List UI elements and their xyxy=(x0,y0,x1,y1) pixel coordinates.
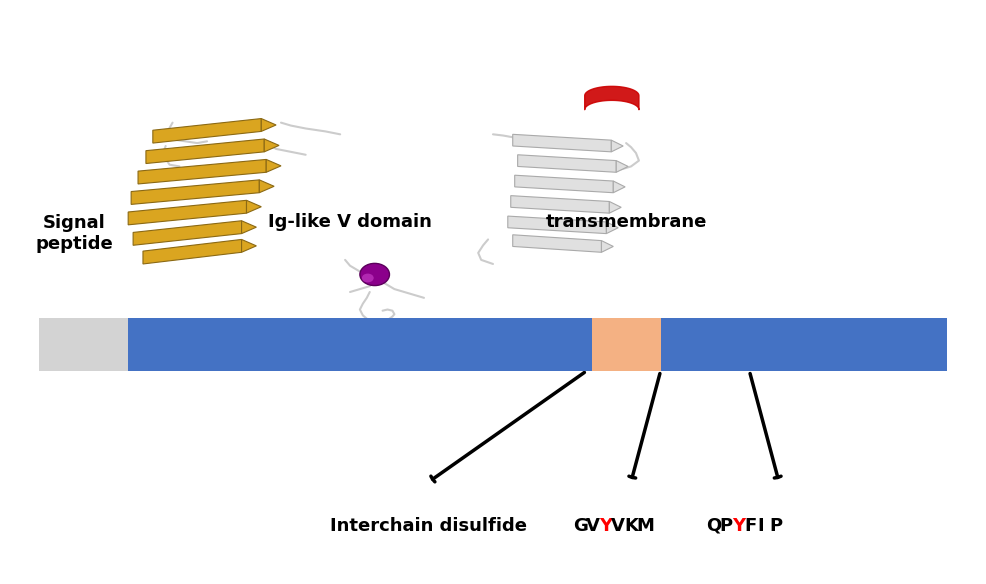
Polygon shape xyxy=(613,181,625,193)
Text: Q: Q xyxy=(707,517,722,534)
Bar xyxy=(128,318,592,371)
Polygon shape xyxy=(246,200,261,213)
Text: K: K xyxy=(624,517,638,534)
Polygon shape xyxy=(138,159,266,184)
Polygon shape xyxy=(128,200,246,225)
Bar xyxy=(592,318,661,371)
Polygon shape xyxy=(511,196,609,213)
Polygon shape xyxy=(266,159,281,172)
Polygon shape xyxy=(508,216,606,234)
Polygon shape xyxy=(143,239,242,264)
Bar xyxy=(39,318,128,371)
Polygon shape xyxy=(153,119,261,143)
Polygon shape xyxy=(146,139,264,164)
Text: F: F xyxy=(744,517,756,534)
Polygon shape xyxy=(518,155,616,172)
Text: Y: Y xyxy=(732,517,745,534)
Polygon shape xyxy=(242,239,256,252)
Polygon shape xyxy=(601,241,613,252)
Polygon shape xyxy=(609,201,621,213)
Polygon shape xyxy=(513,134,611,152)
Polygon shape xyxy=(515,175,613,193)
Ellipse shape xyxy=(360,263,389,286)
Text: V: V xyxy=(611,517,625,534)
Polygon shape xyxy=(611,140,623,152)
Text: V: V xyxy=(586,517,599,534)
Text: P: P xyxy=(719,517,733,534)
Polygon shape xyxy=(259,180,274,193)
Text: Signal
peptide: Signal peptide xyxy=(35,214,112,253)
Text: Y: Y xyxy=(599,517,612,534)
Polygon shape xyxy=(616,161,628,172)
Text: P: P xyxy=(770,517,783,534)
Text: Interchain disulfide: Interchain disulfide xyxy=(330,517,528,534)
Polygon shape xyxy=(133,221,242,245)
Polygon shape xyxy=(606,222,618,234)
Text: M: M xyxy=(637,517,655,534)
Polygon shape xyxy=(264,139,279,152)
Text: transmembrane: transmembrane xyxy=(545,213,707,231)
Polygon shape xyxy=(261,119,276,131)
Text: I: I xyxy=(757,517,764,534)
Text: Ig-like V domain: Ig-like V domain xyxy=(268,213,432,231)
Polygon shape xyxy=(513,235,601,252)
Polygon shape xyxy=(242,221,256,234)
Ellipse shape xyxy=(362,273,374,283)
Bar xyxy=(661,318,947,371)
Polygon shape xyxy=(131,180,259,204)
Text: G: G xyxy=(574,517,589,534)
